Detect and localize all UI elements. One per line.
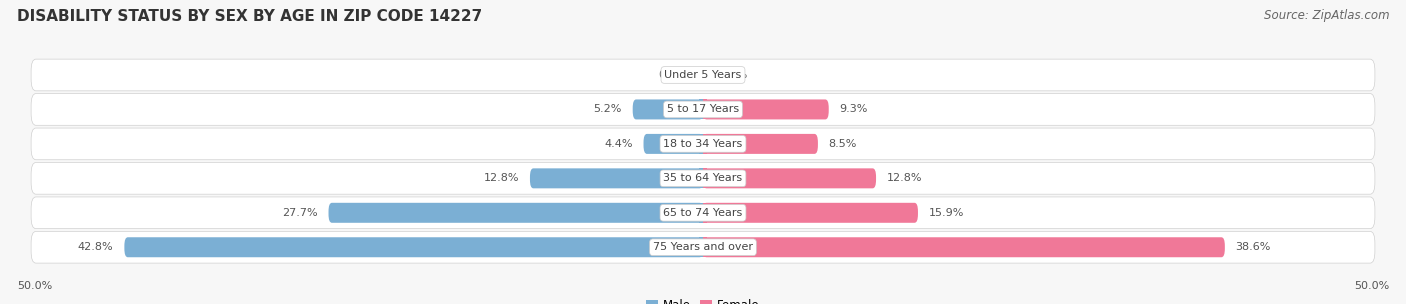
Text: 5.2%: 5.2% — [593, 105, 621, 114]
Bar — [699, 203, 703, 223]
FancyBboxPatch shape — [703, 168, 876, 188]
Bar — [703, 203, 707, 223]
Bar — [699, 99, 703, 119]
Text: 27.7%: 27.7% — [283, 208, 318, 218]
Text: 18 to 34 Years: 18 to 34 Years — [664, 139, 742, 149]
Text: DISABILITY STATUS BY SEX BY AGE IN ZIP CODE 14227: DISABILITY STATUS BY SEX BY AGE IN ZIP C… — [17, 9, 482, 24]
FancyBboxPatch shape — [124, 237, 703, 257]
Legend: Male, Female: Male, Female — [641, 294, 765, 304]
FancyBboxPatch shape — [31, 94, 1375, 125]
FancyBboxPatch shape — [703, 203, 918, 223]
Text: 50.0%: 50.0% — [1354, 281, 1389, 291]
Text: 8.5%: 8.5% — [828, 139, 858, 149]
FancyBboxPatch shape — [703, 134, 818, 154]
Text: 50.0%: 50.0% — [17, 281, 52, 291]
Bar — [703, 99, 707, 119]
FancyBboxPatch shape — [644, 134, 703, 154]
FancyBboxPatch shape — [329, 203, 703, 223]
Text: 4.4%: 4.4% — [605, 139, 633, 149]
Text: 65 to 74 Years: 65 to 74 Years — [664, 208, 742, 218]
Text: Under 5 Years: Under 5 Years — [665, 70, 741, 80]
Text: 12.8%: 12.8% — [887, 173, 922, 183]
FancyBboxPatch shape — [31, 163, 1375, 194]
Bar — [699, 237, 703, 257]
Bar — [699, 134, 703, 154]
FancyBboxPatch shape — [530, 168, 703, 188]
Text: 0.0%: 0.0% — [658, 70, 686, 80]
FancyBboxPatch shape — [31, 128, 1375, 160]
FancyBboxPatch shape — [31, 197, 1375, 229]
FancyBboxPatch shape — [633, 99, 703, 119]
Bar — [703, 168, 707, 188]
Text: 75 Years and over: 75 Years and over — [652, 242, 754, 252]
Bar — [699, 168, 703, 188]
Text: 12.8%: 12.8% — [484, 173, 519, 183]
Text: 42.8%: 42.8% — [77, 242, 114, 252]
FancyBboxPatch shape — [703, 99, 828, 119]
Text: 5 to 17 Years: 5 to 17 Years — [666, 105, 740, 114]
FancyBboxPatch shape — [703, 237, 1225, 257]
Bar — [703, 237, 707, 257]
FancyBboxPatch shape — [31, 231, 1375, 263]
Text: 35 to 64 Years: 35 to 64 Years — [664, 173, 742, 183]
Text: 15.9%: 15.9% — [929, 208, 965, 218]
Text: 0.0%: 0.0% — [720, 70, 748, 80]
Text: 38.6%: 38.6% — [1236, 242, 1271, 252]
FancyBboxPatch shape — [31, 59, 1375, 91]
Text: Source: ZipAtlas.com: Source: ZipAtlas.com — [1264, 9, 1389, 22]
Bar — [703, 134, 707, 154]
Text: 9.3%: 9.3% — [839, 105, 868, 114]
